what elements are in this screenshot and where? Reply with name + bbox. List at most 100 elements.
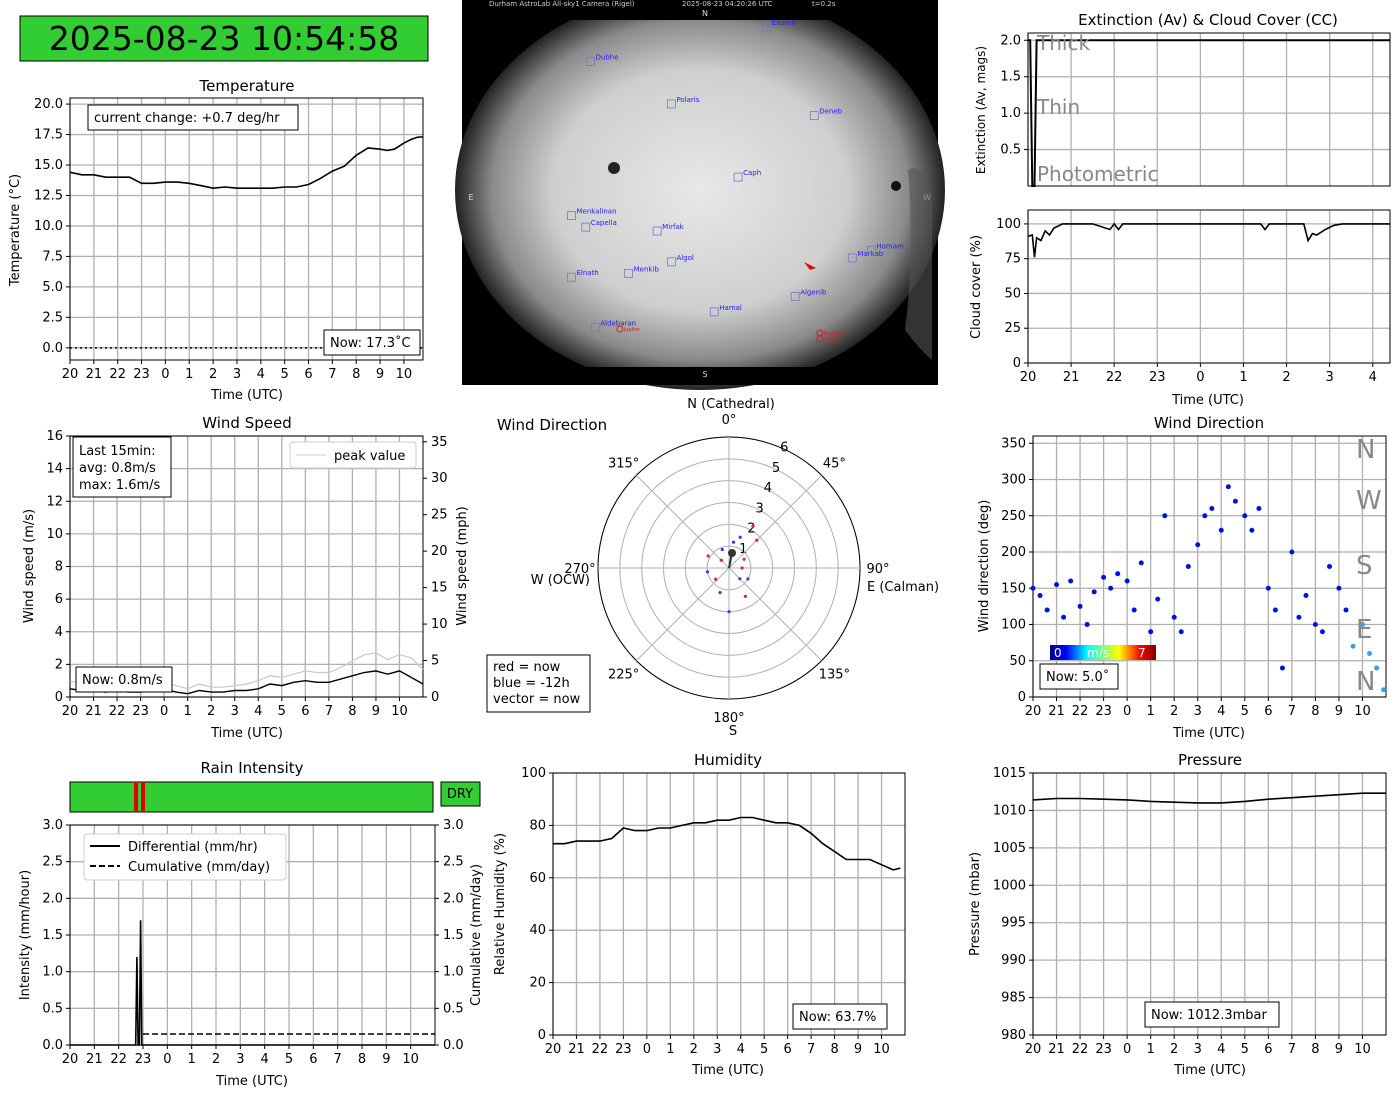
polar-spoke — [728, 567, 822, 661]
sky-star-marker — [590, 322, 600, 332]
temperature-ytick-label: 5.0 — [42, 280, 63, 295]
wind-dir-point — [1209, 506, 1215, 511]
rain-xtick-label: 6 — [309, 1052, 317, 1067]
wind-dir-point — [1124, 578, 1130, 584]
wind-speed-xtick-label: 6 — [301, 704, 309, 719]
wind-dir-ytick-label: 350 — [1001, 436, 1026, 451]
sky-star-label: Eltanin — [772, 19, 796, 27]
temperature-xtick-label: 2 — [209, 367, 217, 382]
temperature-ytick-label: 2.5 — [42, 310, 63, 325]
polar-point — [746, 577, 750, 581]
wind-dir-xtick-label: 3 — [1194, 704, 1202, 719]
humidity-ytick-label: 80 — [529, 818, 546, 833]
wind-polar-key-3: vector = now — [493, 692, 581, 707]
pressure-ytick-label: 980 — [1001, 1028, 1026, 1043]
temperature-frame — [69, 97, 424, 361]
temperature-chart: 20 21 22 23 0 1 2 3 4 5 6 7 8 9 100.02.55.07.510.012.5… — [34, 97, 424, 382]
wind-dir-point — [1319, 629, 1325, 635]
polar-point — [718, 591, 722, 595]
sky-star-label: Menkib — [634, 265, 660, 273]
wind-speed-xtick-label: 21 — [85, 704, 102, 719]
wind-speed-xtick-label: 5 — [278, 704, 286, 719]
wind-dir-point — [1101, 574, 1107, 580]
cloud-xtick-label: 1 — [1239, 370, 1247, 385]
sky-star-label: Menkalinan — [576, 208, 616, 216]
wind-dir-point — [1030, 585, 1036, 591]
cloud-xtick-label: 23 — [1149, 370, 1166, 385]
temperature-now-text: Now: 17.3˚C — [330, 335, 411, 351]
wind-dir-ytick-label: 300 — [1001, 473, 1026, 488]
wind-dir-point — [1336, 585, 1342, 591]
sky-star-marker — [567, 211, 576, 221]
polar-point — [731, 540, 736, 544]
wind-polar-east: E (Calman) — [867, 580, 939, 595]
wind-dir-compass-e: E — [1356, 615, 1372, 645]
wind-polar-key-1: red = now — [493, 660, 561, 675]
wind-dir-ytick-label: 0 — [1018, 690, 1026, 705]
wind-dir-compass-n-top: N — [1356, 435, 1375, 465]
wind-speed-xtick-label: 3 — [231, 704, 239, 719]
camera-header-left: Durham AstroLab All-sky1 Camera (Rigel) — [489, 0, 635, 8]
pressure-chart: 20 21 22 23 0 1 2 3 4 5 6 7 8 9 1098098599099510001005… — [993, 766, 1387, 1057]
wind-dir-now-text: Now: 5.0˚ — [1046, 669, 1109, 685]
polar-r-label: 6 — [780, 441, 788, 456]
wind-speed-xtick-label: 0 — [160, 704, 168, 719]
wind-speed-y2tick-label: 15 — [431, 581, 448, 596]
camera-header-mid: 2025-08-23 04:20:26 UTC — [682, 0, 773, 8]
temperature-ytick-label: 7.5 — [42, 249, 63, 264]
temperature-ytick-label: 17.5 — [34, 128, 63, 143]
temperature-change-box — [87, 104, 299, 131]
temperature-ytick-label: 0.0 — [42, 341, 63, 356]
wind-dir-colorbar — [1050, 645, 1156, 660]
sky-star-marker — [652, 226, 662, 236]
clock-text: 2025-08-23 10:54:58 — [49, 19, 399, 58]
sky-star-label: Aldebaran — [600, 319, 636, 327]
temperature-xtick-label: 22 — [109, 367, 126, 382]
rain-ytick-label: 0.0 — [42, 1038, 63, 1053]
pressure-xtick-label: 21 — [1048, 1042, 1065, 1057]
wind-dir-point — [1218, 527, 1224, 533]
wind-speed-ytick-label: 12 — [46, 494, 63, 509]
wind-dir-point — [1272, 607, 1278, 613]
polar-point — [714, 577, 718, 581]
wind-speed-y2tick-label: 5 — [431, 654, 439, 669]
wind-dir-point — [1138, 560, 1144, 566]
rain-ytick-label: 3.0 — [42, 818, 63, 833]
polar-spoke — [636, 567, 730, 661]
rain-xtick-label: 23 — [135, 1052, 152, 1067]
wind-speed-y2tick-label: 0 — [431, 690, 439, 705]
cloud-xlabel: Time (UTC) — [1171, 393, 1244, 408]
cloud-cover-line — [1027, 222, 1390, 258]
temperature-xtick-label: 5 — [281, 367, 289, 382]
polar-point — [719, 558, 723, 562]
temperature-change-text: current change: +0.7 deg/hr — [94, 111, 280, 126]
pressure-xtick-label: 9 — [1335, 1042, 1343, 1057]
humidity-now-box — [792, 1003, 888, 1030]
wind-speed-ytick-label: 0 — [55, 690, 63, 705]
pressure-xtick-label: 7 — [1288, 1042, 1296, 1057]
wind-dir-point — [1202, 513, 1208, 519]
wind-speed-xtick-label: 8 — [348, 704, 356, 719]
wind-dir-xtick-label: 20 — [1025, 704, 1042, 719]
wind-speed-stats-line-2: avg: 0.8m/s — [79, 461, 156, 476]
pressure-ylabel: Pressure (mbar) — [968, 852, 983, 956]
sky-dir-s: S — [702, 370, 707, 379]
wind-dir-point — [1115, 571, 1121, 577]
extinction-line — [1028, 39, 1390, 187]
rain-xtick-label: 22 — [110, 1052, 127, 1067]
rain-xtick-label: 9 — [382, 1052, 390, 1067]
humidity-xtick-label: 8 — [830, 1042, 838, 1057]
wind-speed-ytick-label: 6 — [55, 592, 63, 607]
wind-polar-key-box — [486, 654, 591, 713]
sky-dome — [455, 0, 945, 390]
pressure-xtick-label: 8 — [1311, 1042, 1319, 1057]
sky-dir-e: E — [468, 193, 473, 202]
extinction-thin-label: Thin — [1036, 95, 1080, 119]
extinction-title: Extinction (Av) & Cloud Cover (CC) — [1078, 11, 1338, 29]
wind-dir-point — [1155, 596, 1161, 602]
wind-dir-point — [1148, 629, 1154, 635]
pressure-ytick-label: 995 — [1001, 916, 1026, 931]
